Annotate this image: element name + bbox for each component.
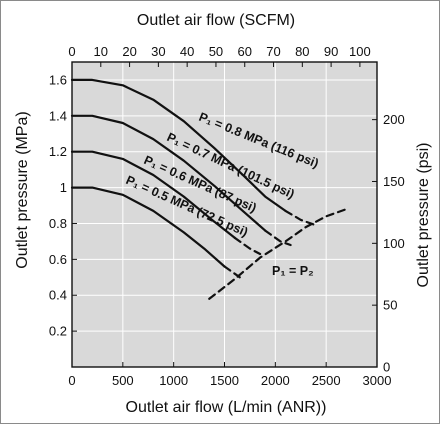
x-tick-label: 1000 (159, 373, 188, 388)
top-tick-label: 40 (180, 44, 194, 59)
top-tick-label: 100 (349, 44, 371, 59)
y-axis-title: Outlet pressure (MPa) (14, 111, 31, 268)
x-axis-title: Outlet air flow (L/min (ANR)) (126, 399, 327, 416)
top-tick-label: 50 (209, 44, 223, 59)
y-tick-label: 1.4 (49, 108, 67, 123)
y2-tick-label: 0 (383, 360, 390, 375)
grid-lines (72, 62, 377, 367)
y-tick-label: 1.6 (49, 72, 67, 87)
top-axis-title: Outlet air flow (SCFM) (137, 12, 295, 29)
y2-axis-title: Outlet pressure (psi) (415, 143, 432, 288)
series-line-0 (70, 78, 287, 212)
series-label-p1-equals-p2: P₁ = P₂ (272, 264, 314, 278)
y2-tick-label: 200 (383, 112, 405, 127)
x-tick-label: 3000 (363, 373, 392, 388)
y2-tick-label: 150 (383, 174, 405, 189)
series-dashed-tail-2 (233, 236, 262, 256)
y2-tick-label: 100 (383, 236, 405, 251)
y-tick-label: 1.2 (49, 144, 67, 159)
top-tick-label: 0 (68, 44, 75, 59)
tick-labels: 0 500 1000 1500 2000 2500 30000.20.40.60.811.2… (49, 44, 405, 388)
top-tick-label: 80 (295, 44, 309, 59)
y2-tick-label: 50 (383, 298, 397, 313)
series-line-2 (70, 150, 236, 239)
x-tick-label: 2500 (312, 373, 341, 388)
top-tick-label: 90 (324, 44, 338, 59)
top-tick-label: 60 (238, 44, 252, 59)
y-tick-label: 1 (60, 180, 67, 195)
series-layer (70, 78, 348, 300)
y-tick-label: 0.2 (49, 324, 67, 339)
series-dashed-tail-1 (264, 229, 292, 247)
series-line-3 (70, 186, 226, 268)
x-tick-label: 500 (112, 373, 134, 388)
x-tick-label: 2000 (261, 373, 290, 388)
series-line-1 (70, 114, 267, 232)
top-tick-label: 70 (266, 44, 280, 59)
top-tick-label: 10 (94, 44, 108, 59)
tick-marks (71, 62, 378, 368)
x-tick-label: 1500 (210, 373, 239, 388)
top-tick-label: 20 (122, 44, 136, 59)
top-tick-label: 30 (151, 44, 165, 59)
y-tick-label: 0.8 (49, 216, 67, 231)
x-tick-label: 0 (68, 373, 75, 388)
y-tick-label: 0.6 (49, 252, 67, 267)
y-tick-label: 0.4 (49, 288, 67, 303)
series-line-4 (208, 208, 348, 300)
